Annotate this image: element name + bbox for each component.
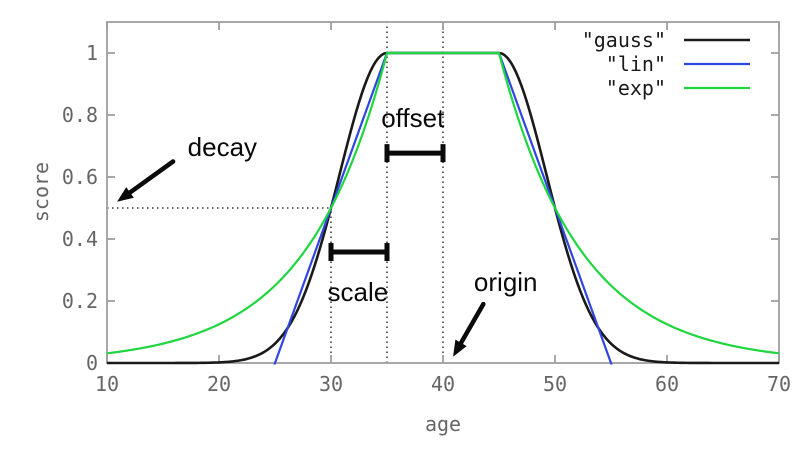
arrow-head (453, 339, 467, 357)
x-axis-label: age (425, 412, 461, 436)
y-tick-label: 1 (86, 41, 98, 65)
y-axis-label: score (29, 162, 53, 222)
curve-exp (106, 51, 780, 355)
x-tick-label: 50 (543, 372, 567, 396)
ruler-offset (384, 144, 446, 163)
annotation-scale-label: scale (328, 277, 389, 307)
arrow-shaft (458, 301, 486, 346)
guides-layer (107, 22, 444, 363)
x-tick-label: 20 (207, 372, 231, 396)
x-tick-label: 70 (767, 372, 791, 396)
arrow-head (117, 187, 134, 202)
y-tick-label: 0.4 (62, 227, 98, 251)
legend-label-exp: "exp" (606, 76, 666, 100)
annotation-origin-label: origin (474, 267, 538, 297)
decay-arrow (117, 159, 176, 202)
x-tick-label: 30 (319, 372, 343, 396)
plot-layer: 10 20 30 40 50 60 70 0 0.2 0.4 0.6 0.8 1 offset scale d… (62, 22, 791, 396)
annotation-offset-label: offset (381, 103, 445, 133)
y-tick-label: 0.2 (62, 289, 98, 313)
arrow-shaft (127, 159, 176, 195)
legend-label-lin: "lin" (606, 52, 666, 76)
legend: "gauss" "lin" "exp" (582, 28, 750, 100)
y-tick-label: 0.6 (62, 165, 98, 189)
y-tick-label: 0 (86, 351, 98, 375)
y-tick-label: 0.8 (62, 103, 98, 127)
legend-label-gauss: "gauss" (582, 28, 666, 52)
annotation-decay-label: decay (188, 132, 257, 162)
ruler-scale (328, 243, 390, 262)
x-tick-label: 60 (655, 372, 679, 396)
x-tick-label: 40 (431, 372, 455, 396)
origin-arrow (453, 301, 486, 357)
x-tick-label: 10 (95, 372, 119, 396)
